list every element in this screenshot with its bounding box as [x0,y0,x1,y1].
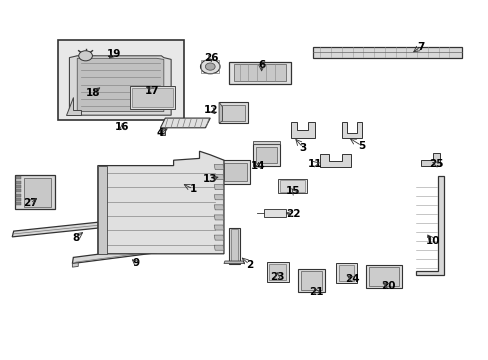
Polygon shape [214,195,224,200]
Polygon shape [160,128,165,135]
Text: 6: 6 [258,60,264,70]
Polygon shape [66,97,81,115]
Text: 4: 4 [156,128,164,138]
Bar [16,176,20,179]
Polygon shape [214,215,224,220]
Text: 15: 15 [285,186,300,196]
Text: 10: 10 [425,236,439,246]
Text: 11: 11 [307,159,322,169]
Bar [16,185,20,188]
Polygon shape [342,122,361,138]
Text: 7: 7 [416,42,424,52]
Bar [221,160,250,184]
Bar [16,194,20,197]
Polygon shape [132,88,172,107]
Bar [368,267,398,286]
Bar [253,144,280,166]
Polygon shape [320,154,350,167]
Bar [301,271,321,290]
Polygon shape [214,185,224,190]
Text: 3: 3 [299,143,306,153]
Text: 8: 8 [72,233,79,243]
Bar [228,228,239,264]
Polygon shape [415,176,443,275]
Text: 25: 25 [428,159,443,169]
Text: 23: 23 [269,272,284,282]
Text: 21: 21 [308,287,323,297]
Polygon shape [214,175,224,180]
Bar [339,265,353,281]
Polygon shape [253,141,280,144]
Polygon shape [72,247,157,264]
Bar [24,178,51,207]
Polygon shape [228,62,290,84]
Bar [16,181,20,184]
Bar [230,229,237,262]
Bar [336,263,356,283]
Bar [256,147,276,163]
Circle shape [205,63,215,70]
Polygon shape [214,245,224,250]
Polygon shape [312,47,461,58]
Polygon shape [69,56,171,115]
Bar [298,269,325,292]
Polygon shape [290,122,315,138]
Text: 12: 12 [203,105,218,115]
Polygon shape [129,86,175,109]
Text: 19: 19 [106,49,121,59]
Polygon shape [98,166,106,254]
Bar [15,175,55,209]
Polygon shape [214,165,224,170]
Text: 1: 1 [189,184,196,194]
Polygon shape [160,118,210,128]
Text: 17: 17 [145,86,160,96]
Bar [266,262,288,282]
Polygon shape [98,151,224,254]
Text: 27: 27 [23,198,38,208]
Text: 26: 26 [203,53,218,63]
Bar [280,180,304,192]
Bar [269,264,285,280]
Polygon shape [420,153,439,166]
Polygon shape [233,64,285,81]
Bar [264,209,285,217]
Text: 2: 2 [245,260,252,270]
Text: 9: 9 [132,258,139,268]
Polygon shape [214,225,224,230]
Text: 5: 5 [358,141,365,151]
Polygon shape [72,263,78,267]
Polygon shape [214,205,224,210]
Circle shape [200,59,220,74]
Circle shape [79,51,92,61]
Polygon shape [224,261,244,264]
Text: 24: 24 [344,274,359,284]
Bar [16,198,20,201]
Polygon shape [12,219,129,237]
Text: 14: 14 [250,161,265,171]
Bar [224,163,246,181]
Bar [201,60,219,73]
Text: 13: 13 [203,174,217,184]
Polygon shape [219,102,222,123]
Bar [219,102,248,123]
Bar [58,40,183,120]
Text: 22: 22 [285,209,300,219]
Bar [222,105,244,121]
Polygon shape [77,58,163,112]
Text: 16: 16 [115,122,129,132]
Bar [277,179,306,193]
Bar [365,265,402,288]
Text: 18: 18 [85,88,100,98]
Bar [16,202,20,205]
Bar [16,189,20,192]
Polygon shape [214,235,224,240]
Text: 20: 20 [381,281,395,291]
